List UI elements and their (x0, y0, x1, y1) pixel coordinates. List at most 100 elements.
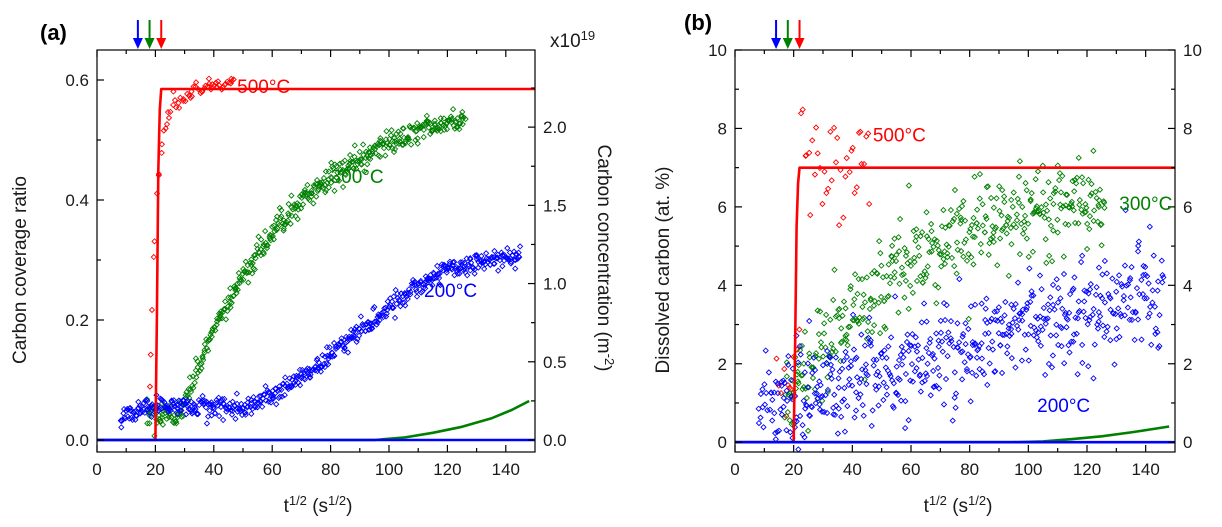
scatter-point (1122, 207, 1129, 214)
scatter-point (940, 300, 948, 307)
scatter-point (262, 383, 269, 390)
scatter-point (353, 165, 360, 172)
scatter-point (777, 462, 782, 467)
scatter-point (1055, 177, 1063, 184)
scatter-point (332, 345, 340, 352)
scatter-point (189, 373, 197, 380)
scatter-point (243, 268, 251, 276)
scatter-point (820, 408, 828, 416)
scatter-point (391, 138, 399, 145)
scatter-point (755, 419, 763, 427)
scatter-point (233, 390, 240, 397)
scatter-point (990, 204, 997, 211)
scatter-point (1027, 298, 1034, 306)
scatter-point (184, 403, 191, 410)
scatter-point (228, 299, 235, 307)
scatter-point (1002, 298, 1009, 306)
scatter-point (801, 328, 809, 335)
scatter-point (1090, 217, 1097, 225)
scatter-point (269, 232, 276, 240)
scatter-point (273, 226, 280, 234)
scatter-point (1003, 330, 1010, 338)
scatter-point (933, 300, 940, 307)
scatter-point (203, 398, 210, 405)
scatter-point (1075, 154, 1082, 161)
scatter-point (431, 120, 439, 128)
scatter-point (1095, 203, 1103, 210)
scatter-point (982, 213, 989, 220)
scatter-point (215, 412, 223, 420)
scatter-point (804, 384, 811, 391)
scatter-point (832, 354, 840, 361)
scatter-point (357, 313, 365, 320)
scatter-point (488, 253, 495, 261)
y2-tick-label: 2 (1183, 355, 1192, 374)
scatter-point (238, 400, 245, 408)
scatter-point (814, 307, 821, 314)
scatter-point (301, 186, 309, 194)
scatter-point (1085, 176, 1092, 183)
scatter-point (971, 173, 978, 180)
scatter-point (267, 237, 274, 244)
scatter-point (1066, 290, 1074, 298)
scatter-point (943, 334, 950, 341)
scatter-point (1152, 330, 1159, 338)
scatter-point (853, 374, 861, 381)
scatter-point (174, 410, 181, 417)
scatter-point (1079, 341, 1086, 349)
scatter-point (898, 343, 905, 350)
scatter-point (836, 368, 843, 375)
scatter-point (766, 406, 774, 413)
scatter-point (1113, 336, 1120, 343)
scatter-point (441, 126, 448, 134)
scatter-point (296, 366, 304, 374)
scatter-point (998, 227, 1006, 234)
scatter-point (391, 145, 399, 153)
scatter-point (905, 347, 912, 355)
plot-clip-group (97, 75, 535, 442)
scatter-point (809, 137, 816, 144)
scatter-point (984, 381, 991, 389)
scatter-point (861, 342, 869, 349)
scatter-point (849, 316, 856, 324)
scatter-point (798, 342, 806, 350)
scatter-point (1050, 200, 1057, 208)
scatter-point (886, 370, 893, 377)
x-tick-label: 80 (321, 460, 340, 479)
scatter-point (913, 365, 920, 372)
time-marker-arrow (794, 20, 805, 49)
scatter-point (911, 254, 918, 261)
scatter-point (1035, 208, 1043, 215)
scatter-point (1042, 371, 1049, 379)
scatter-point (366, 326, 373, 333)
scatter-point (516, 253, 523, 261)
scatter-point (923, 209, 930, 216)
scatter-point (958, 203, 966, 210)
scatter-point (848, 382, 856, 389)
scatter-point (350, 328, 357, 335)
scatter-point (1156, 342, 1163, 350)
scatter-point (935, 284, 942, 291)
scatter-point (1084, 321, 1091, 328)
scatter-point (954, 246, 961, 254)
scatter-point (950, 215, 958, 223)
scatter-point (227, 294, 234, 301)
scatter-point (1060, 270, 1068, 278)
panel-a-y2-multiplier-exp: 19 (581, 28, 595, 43)
y-tick-label: 8 (718, 119, 727, 138)
scatter-point (205, 347, 212, 354)
scatter-point (449, 106, 457, 113)
scatter-point (843, 331, 850, 338)
panel-a-x-label-close: ) (346, 496, 352, 517)
scatter-point (348, 158, 356, 166)
scatter-point (220, 400, 227, 407)
scatter-point (894, 391, 902, 399)
scatter-point (1021, 212, 1029, 219)
scatter-point (870, 302, 878, 309)
scatter-point (1059, 172, 1066, 180)
scatter-point (396, 138, 403, 145)
scatter-point (954, 344, 962, 351)
scatter-point (272, 216, 280, 224)
scatter-point (1086, 225, 1093, 233)
scatter-point (913, 277, 921, 285)
